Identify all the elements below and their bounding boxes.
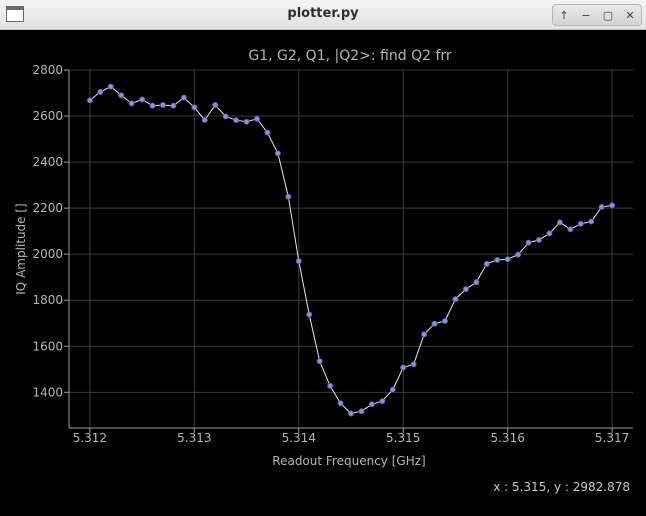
data-point <box>295 258 302 265</box>
maximize-icon[interactable]: ▢ <box>602 8 614 22</box>
data-point <box>139 96 146 103</box>
x-tick-label: 5.317 <box>595 431 629 445</box>
data-point <box>274 150 281 157</box>
data-point <box>358 408 365 415</box>
data-point <box>431 320 438 327</box>
data-point <box>97 88 104 95</box>
x-tick-label: 5.313 <box>177 431 211 445</box>
data-point <box>536 236 543 243</box>
data-point <box>598 203 605 210</box>
data-point <box>609 202 616 209</box>
y-tick-label: 1400 <box>32 385 63 399</box>
y-tick-label: 1600 <box>32 339 63 353</box>
data-point <box>504 256 511 263</box>
window-title: plotter.py <box>287 6 359 21</box>
data-point <box>556 219 563 226</box>
data-point <box>201 116 208 123</box>
y-tick-label: 1800 <box>32 293 63 307</box>
data-point <box>253 115 260 122</box>
data-point <box>327 382 334 389</box>
data-point <box>149 102 156 109</box>
data-point <box>379 398 386 405</box>
window-controls: ↑ − ▢ ✕ <box>552 4 642 26</box>
data-point <box>525 239 532 246</box>
data-point <box>452 296 459 303</box>
y-tick-label: 2800 <box>32 63 63 77</box>
minimize-icon[interactable]: − <box>581 8 591 22</box>
x-tick-label: 5.315 <box>386 431 420 445</box>
data-point <box>264 129 271 136</box>
data-point <box>400 364 407 371</box>
data-point <box>306 311 313 318</box>
y-tick-label: 2600 <box>32 109 63 123</box>
data-point <box>515 251 522 258</box>
data-point <box>588 218 595 225</box>
data-point <box>128 100 135 107</box>
data-point <box>233 117 240 124</box>
data-point <box>316 358 323 365</box>
chart-svg[interactable]: G1, G2, Q1, |Q2>: find Q2 frr 5.312 5.313… <box>0 30 646 512</box>
data-point <box>494 256 501 263</box>
data-point <box>347 410 354 417</box>
data-point <box>441 317 448 324</box>
close-icon[interactable]: ✕ <box>625 8 635 22</box>
data-point <box>170 102 177 109</box>
plot-area[interactable]: G1, G2, Q1, |Q2>: find Q2 frr 5.312 5.313… <box>0 30 646 512</box>
y-tick-label: 2000 <box>32 247 63 261</box>
data-point <box>368 401 375 408</box>
data-point <box>180 94 187 101</box>
axes <box>68 70 633 429</box>
y-tick-label: 2200 <box>32 201 63 215</box>
tick-labels: 5.312 5.313 5.314 5.315 5.316 5.317 1400 1600 18… <box>32 63 629 445</box>
data-point <box>243 118 250 125</box>
x-axis-label: Readout Frequency [GHz] <box>272 454 425 468</box>
keep-above-icon[interactable]: ↑ <box>559 8 569 22</box>
x-tick-label: 5.312 <box>73 431 107 445</box>
data-point <box>421 331 428 338</box>
data-point <box>285 193 292 200</box>
data-point <box>462 286 469 293</box>
data-point <box>577 220 584 227</box>
cursor-readout: x : 5.315, y : 2982.878 <box>493 480 630 494</box>
chart-title: G1, G2, Q1, |Q2>: find Q2 frr <box>248 48 452 64</box>
data-point <box>410 361 417 368</box>
data-point <box>86 97 93 104</box>
data-point <box>473 279 480 286</box>
title-bar[interactable]: plotter.py ↑ − ▢ ✕ <box>0 0 646 30</box>
window-app-icon[interactable] <box>6 6 24 22</box>
data-point <box>107 83 114 90</box>
x-tick-label: 5.316 <box>490 431 524 445</box>
data-point <box>118 92 125 99</box>
data-point <box>159 101 166 108</box>
grid-lines <box>69 69 633 428</box>
data-point <box>222 113 229 120</box>
data-series <box>86 83 616 417</box>
data-point <box>337 400 344 407</box>
series-line <box>89 86 613 415</box>
data-point <box>483 260 490 267</box>
data-point <box>567 226 574 233</box>
data-point <box>546 230 553 237</box>
y-axis-label: IQ Amplitude [] <box>14 203 28 294</box>
data-point <box>191 104 198 111</box>
y-tick-label: 2400 <box>32 155 63 169</box>
data-point <box>389 386 396 393</box>
data-point <box>212 101 219 108</box>
x-tick-label: 5.314 <box>282 431 316 445</box>
